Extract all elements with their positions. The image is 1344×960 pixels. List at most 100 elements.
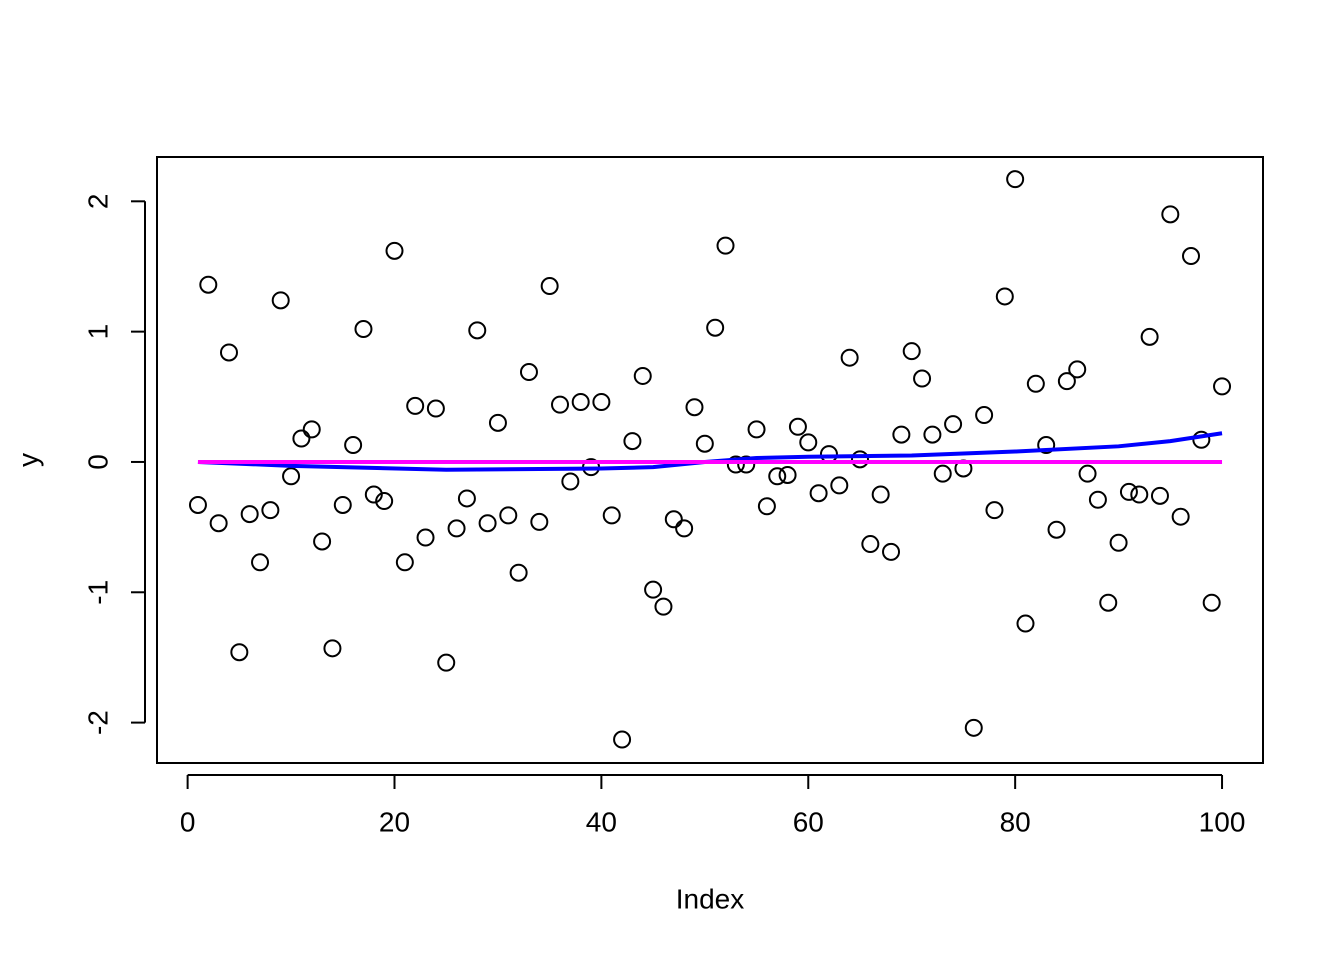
point	[675, 519, 694, 538]
point	[561, 472, 580, 491]
y-tick-label: -2	[82, 710, 113, 735]
point	[271, 291, 290, 310]
point	[664, 510, 683, 529]
point	[1171, 507, 1190, 526]
point	[1192, 430, 1211, 449]
point	[944, 415, 963, 434]
point	[923, 425, 942, 444]
point	[933, 464, 952, 483]
point	[364, 485, 383, 504]
point	[757, 497, 776, 516]
point	[768, 467, 787, 486]
line	[197, 431, 1223, 472]
point	[882, 542, 901, 561]
point	[623, 432, 642, 451]
point	[1088, 490, 1107, 509]
point	[199, 275, 218, 294]
point	[964, 718, 983, 737]
point	[871, 485, 890, 504]
y-axis-label: y	[12, 453, 43, 467]
point	[644, 580, 663, 599]
point	[819, 445, 838, 464]
point	[1150, 486, 1169, 505]
x-tick-label: 0	[180, 806, 196, 837]
point	[344, 436, 363, 455]
x-tick-label: 80	[1000, 806, 1031, 837]
point	[850, 450, 869, 469]
point	[426, 399, 445, 418]
point	[540, 277, 559, 296]
point	[1140, 327, 1159, 346]
point	[488, 413, 507, 432]
point	[613, 730, 632, 749]
point	[240, 505, 259, 524]
point	[778, 465, 797, 484]
point	[975, 406, 994, 425]
y-tick-label: 0	[82, 454, 113, 470]
point	[654, 597, 673, 616]
point	[292, 429, 311, 448]
point	[571, 393, 590, 412]
point	[406, 396, 425, 415]
point	[1119, 482, 1138, 501]
point	[261, 501, 280, 520]
point	[313, 532, 332, 551]
point	[1182, 247, 1201, 266]
point	[519, 363, 538, 382]
point	[1047, 520, 1066, 539]
point	[1026, 374, 1045, 393]
point	[706, 318, 725, 337]
point	[995, 287, 1014, 306]
point	[1213, 377, 1232, 396]
point	[913, 369, 932, 388]
point	[230, 643, 249, 662]
point	[447, 519, 466, 538]
point	[302, 420, 321, 439]
point	[695, 434, 714, 453]
point	[416, 528, 435, 547]
plot-frame	[156, 156, 1264, 764]
point	[985, 501, 1004, 520]
point	[902, 342, 921, 361]
point	[1130, 485, 1149, 504]
x-tick-label: 40	[586, 806, 617, 837]
point	[799, 433, 818, 452]
point	[188, 495, 207, 514]
y-tick-label: -1	[82, 580, 113, 605]
point	[1099, 593, 1118, 612]
point	[1016, 614, 1035, 633]
point	[385, 241, 404, 260]
point	[1068, 360, 1087, 379]
point	[354, 320, 373, 339]
point	[551, 395, 570, 414]
point	[737, 455, 756, 474]
point	[509, 563, 528, 582]
x-tick-label: 100	[1199, 806, 1246, 837]
point	[1161, 205, 1180, 224]
point	[685, 398, 704, 417]
point	[323, 639, 342, 658]
point	[1078, 464, 1097, 483]
point	[282, 467, 301, 486]
point	[1037, 436, 1056, 455]
point	[1006, 170, 1025, 189]
x-tick-label: 60	[793, 806, 824, 837]
point	[1057, 372, 1076, 391]
point	[499, 506, 518, 525]
x-tick-label: 20	[379, 806, 410, 837]
point	[861, 535, 880, 554]
point	[437, 653, 456, 672]
point	[375, 492, 394, 511]
point	[209, 514, 228, 533]
point	[726, 455, 745, 474]
point	[457, 489, 476, 508]
point	[251, 553, 270, 572]
point	[478, 514, 497, 533]
point	[840, 348, 859, 367]
point	[333, 495, 352, 514]
point	[892, 425, 911, 444]
point	[788, 417, 807, 436]
y-tick-label: 1	[82, 324, 113, 340]
point	[219, 343, 238, 362]
